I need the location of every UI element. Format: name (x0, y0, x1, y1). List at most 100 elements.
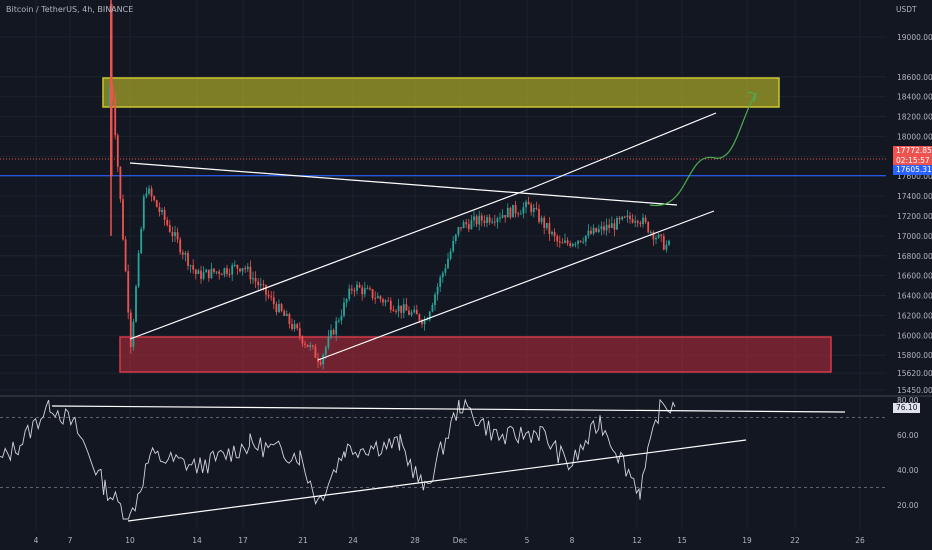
candle-down (418, 314, 421, 321)
candle-up (434, 294, 436, 306)
candle-up (337, 320, 340, 322)
time-tick-label: 26 (855, 536, 865, 545)
candle-down (218, 271, 221, 275)
candle-up (410, 312, 413, 315)
candle-up (571, 243, 574, 247)
candle-up (340, 315, 343, 321)
candle-up (496, 218, 499, 222)
candle-up (564, 240, 566, 243)
candle-down (569, 243, 572, 247)
rsi-value-tag: 76.10 (893, 403, 921, 413)
price-zones (0, 77, 886, 373)
candle-up (486, 217, 488, 223)
candle-up (223, 268, 226, 275)
candle-down (257, 281, 260, 286)
candle-down (530, 204, 533, 213)
channel-upper-line-ext (531, 112, 717, 189)
rsi-line (0, 398, 676, 520)
trendline-drawings (129, 91, 757, 361)
candle-up (330, 329, 332, 337)
candle-down (301, 336, 304, 344)
candle-down (561, 242, 564, 244)
rsi-tick-label: 40.00 (897, 466, 919, 475)
time-tick-label: 14 (192, 536, 202, 545)
candle-down (239, 268, 241, 272)
channel-lower-line (317, 210, 715, 361)
candle-up (626, 215, 629, 218)
candle-up (142, 196, 145, 229)
candle-up (600, 226, 603, 230)
candle-up (426, 319, 429, 321)
candle-up (574, 243, 577, 245)
candle-down (213, 268, 215, 273)
candle-up (649, 231, 652, 233)
candle-up (540, 217, 543, 222)
candle-down (262, 284, 265, 286)
time-tick-label: 5 (525, 536, 530, 545)
candle-up (447, 258, 449, 269)
price-tick-label: 17000.00 (897, 232, 932, 241)
candle-down (493, 221, 496, 223)
price-tick-label: 16800.00 (897, 252, 932, 261)
candle-down (392, 309, 395, 312)
price-tick-label: 19000.00 (897, 33, 932, 42)
candle-down (200, 270, 202, 279)
candle-up (376, 296, 379, 299)
currency-label: USDT (896, 5, 917, 14)
candle-up (189, 265, 192, 267)
candle-up (605, 224, 608, 231)
candle-down (275, 304, 278, 313)
candle-up (366, 288, 369, 290)
candle-down (166, 219, 169, 225)
candle-down (467, 224, 470, 230)
candle-up (197, 270, 200, 274)
price-tick-label: 18000.00 (897, 132, 932, 141)
candle-down (283, 310, 286, 316)
time-tick-label: 28 (410, 536, 420, 545)
time-tick-label: 22 (790, 536, 800, 545)
time-tick-label: 24 (348, 536, 358, 545)
price-tick-label: 18400.00 (897, 93, 932, 102)
candle-down (475, 216, 478, 225)
candle-up (174, 232, 176, 237)
candle-up (252, 277, 254, 280)
candle-down (119, 166, 122, 200)
candle-up (501, 215, 504, 218)
candle-down (207, 269, 210, 279)
candle-down (358, 284, 361, 288)
candle-down (553, 232, 556, 237)
candle-down (517, 213, 520, 215)
supply-zone (102, 77, 780, 108)
rsi-support-line (127, 439, 747, 522)
axes: 19000.00 18600.00 18400.00 18200.00 18000.00… (34, 33, 932, 545)
price-tick-label: 15450.00 (897, 386, 932, 395)
candle-up (478, 215, 481, 225)
candle-down (270, 296, 273, 298)
candle-up (454, 234, 457, 241)
candle-up (642, 217, 644, 225)
candle-down (122, 199, 124, 240)
price-tick-label: 17400.00 (897, 192, 932, 201)
candle-up (335, 320, 338, 335)
price-tick-label: 17200.00 (897, 212, 932, 221)
candle-up (506, 207, 509, 218)
candle-down (298, 328, 301, 337)
price-tick-label: 16600.00 (897, 272, 932, 281)
rsi-pane (0, 398, 886, 522)
candle-down (382, 299, 384, 303)
candles[interactable] (109, 0, 670, 370)
candle-up (345, 299, 348, 303)
candle-up (512, 204, 514, 218)
candle-up (397, 305, 400, 312)
candle-up (322, 354, 325, 365)
candle-down (171, 231, 174, 237)
candle-down (509, 207, 512, 218)
candle-down (590, 230, 592, 234)
candle-down (543, 217, 546, 228)
candle-down (483, 220, 486, 223)
candle-down (613, 223, 616, 230)
candle-down (181, 252, 184, 255)
price-tick-label: 18200.00 (897, 113, 932, 122)
candle-down (608, 224, 611, 228)
